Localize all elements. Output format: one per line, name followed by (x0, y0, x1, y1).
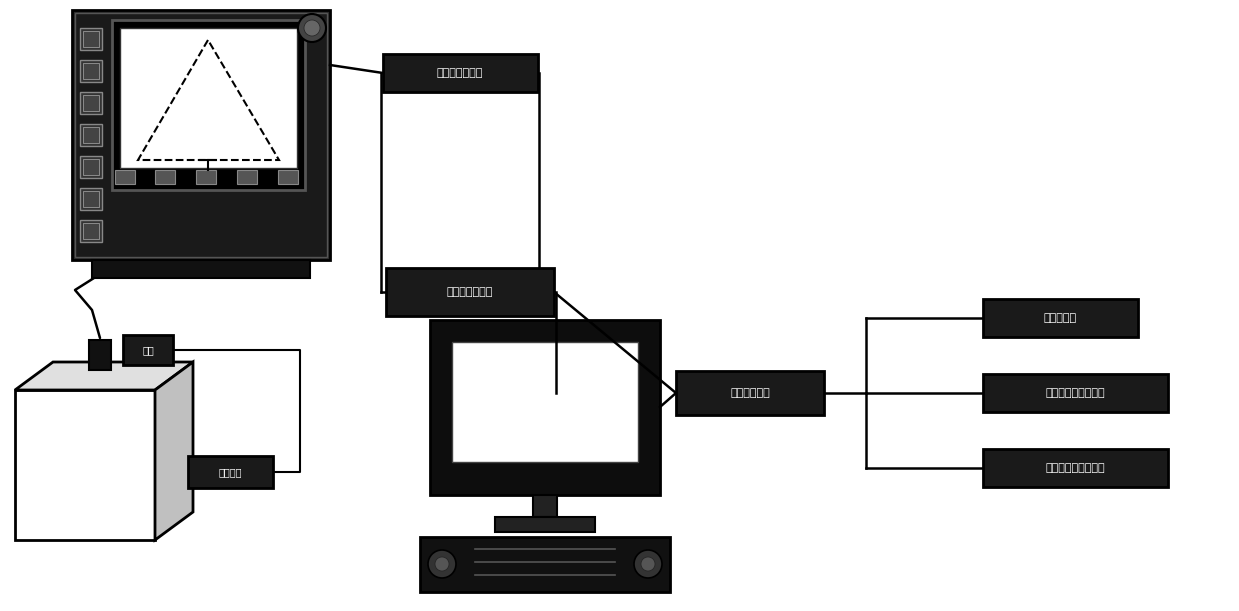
Bar (676, 371, 824, 415)
Bar (15, 390, 155, 540)
Bar (123, 335, 173, 365)
Bar (983, 299, 1137, 337)
Text: 数据采集处理器: 数据采集处理器 (447, 287, 493, 297)
Bar (81, 220, 102, 242)
Circle shape (304, 20, 320, 36)
Bar (83, 223, 99, 239)
Circle shape (435, 557, 449, 571)
Bar (72, 10, 330, 260)
Bar (533, 495, 558, 517)
Bar (496, 517, 595, 532)
Circle shape (299, 14, 326, 42)
Bar (83, 31, 99, 47)
Bar (430, 320, 660, 495)
Bar (81, 60, 102, 82)
Bar (278, 170, 299, 184)
Bar (81, 188, 102, 210)
Bar (237, 170, 256, 184)
Bar (383, 54, 538, 92)
Bar (81, 92, 102, 114)
Bar (983, 449, 1167, 487)
Text: 图像预处理: 图像预处理 (1043, 313, 1077, 323)
Circle shape (641, 557, 655, 571)
Bar (120, 28, 297, 168)
Text: 超声相控检测仪: 超声相控检测仪 (437, 68, 483, 78)
Bar (76, 13, 327, 257)
Polygon shape (15, 362, 193, 390)
Bar (452, 342, 638, 462)
Bar (83, 95, 99, 111)
Bar (83, 127, 99, 143)
Bar (387, 268, 554, 316)
Bar (92, 260, 310, 278)
Bar (420, 537, 670, 592)
Bar (983, 374, 1167, 412)
Text: 三维建模、缺陷体积: 三维建模、缺陷体积 (1046, 463, 1105, 473)
Polygon shape (155, 362, 193, 540)
Bar (83, 159, 99, 175)
Bar (196, 170, 216, 184)
Bar (112, 20, 305, 190)
Bar (83, 191, 99, 207)
Bar (81, 124, 102, 146)
Bar (81, 28, 102, 50)
Text: 提取缺陷尺寸、面积: 提取缺陷尺寸、面积 (1046, 388, 1105, 398)
Bar (89, 340, 112, 370)
Bar (115, 170, 135, 184)
Bar (83, 63, 99, 79)
Text: 探头: 探头 (142, 345, 154, 355)
Circle shape (634, 550, 662, 578)
Bar (155, 170, 175, 184)
Text: 检测工件: 检测工件 (218, 467, 242, 477)
Bar (81, 156, 102, 178)
Circle shape (427, 550, 456, 578)
Bar (187, 456, 273, 488)
Text: 图像处理系统: 图像处理系统 (730, 388, 769, 398)
